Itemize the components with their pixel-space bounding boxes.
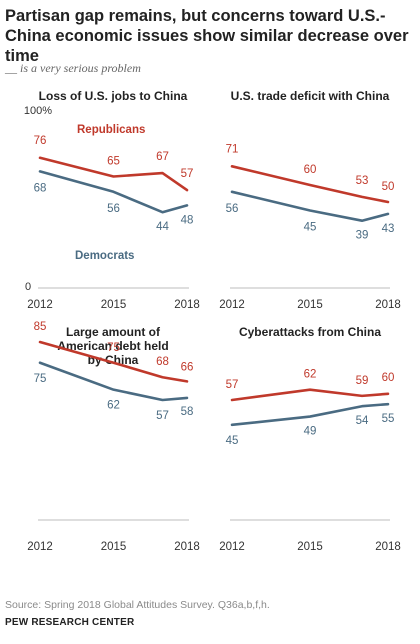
data-label: 56	[226, 203, 239, 215]
x-tick-label: 2015	[297, 541, 323, 553]
y-tick-label: 100%	[24, 105, 52, 117]
series-line-democrats	[38, 170, 189, 214]
x-tick-label: 2018	[375, 541, 401, 553]
data-label: 57	[156, 410, 169, 422]
data-label: 39	[356, 230, 369, 242]
x-tick-label: 2012	[219, 299, 245, 311]
panel-title: Large amount of American debt held by Chin…	[57, 325, 168, 367]
series-line-democrats	[230, 402, 390, 427]
data-label: 76	[34, 135, 47, 147]
data-label: 49	[304, 426, 317, 438]
panel-title: U.S. trade deficit with China	[231, 89, 390, 103]
x-tick-label: 2015	[101, 541, 127, 553]
data-label: 54	[356, 415, 369, 427]
data-label: 62	[107, 400, 120, 412]
data-label: 57	[226, 379, 239, 391]
data-label: 59	[356, 375, 369, 387]
series-label-democrats: Democrats	[75, 250, 134, 262]
data-label: 57	[181, 168, 194, 180]
series-line-democrats	[38, 361, 189, 402]
y-tick-label: 0	[25, 281, 31, 293]
data-label: 67	[156, 151, 169, 163]
chart-title: Partisan gap remains, but concerns towar…	[5, 7, 409, 65]
data-label: 45	[226, 435, 239, 447]
data-label: 60	[304, 164, 317, 176]
x-tick-label: 2015	[101, 299, 127, 311]
data-label: 56	[107, 203, 120, 215]
data-label: 53	[356, 175, 369, 187]
data-label: 55	[382, 413, 395, 425]
x-tick-label: 2015	[297, 299, 323, 311]
series-line-republicans	[230, 388, 390, 402]
data-label: 43	[382, 223, 395, 235]
x-tick-label: 2018	[174, 541, 200, 553]
data-label: 44	[156, 221, 169, 233]
series-label-republicans: Republicans	[77, 124, 145, 136]
data-label: 50	[382, 181, 395, 193]
charts-svg: Loss of U.S. jobs to China 2012 2015 2018 0 1…	[24, 89, 401, 553]
data-label: 65	[107, 156, 120, 168]
data-label: 66	[181, 361, 194, 373]
data-label: 60	[382, 372, 395, 384]
x-tick-label: 2012	[27, 541, 53, 553]
x-tick-label: 2012	[27, 299, 53, 311]
data-label: 45	[304, 222, 317, 234]
brand-label: PEW RESEARCH CENTER	[5, 617, 135, 628]
data-label: 48	[181, 214, 194, 226]
series-line-democrats	[230, 190, 390, 222]
series-line-republicans	[38, 340, 189, 383]
x-tick-label: 2012	[219, 541, 245, 553]
data-label: 85	[34, 321, 47, 333]
data-label: 58	[181, 406, 194, 418]
source-note: Source: Spring 2018 Global Attitudes Sur…	[5, 599, 270, 611]
chart-subtitle: __ is a very serious problem	[5, 61, 141, 75]
data-label: 75	[34, 373, 47, 385]
series-line-republicans	[38, 156, 189, 192]
data-label: 71	[226, 143, 239, 155]
small-multiples-area: Loss of U.S. jobs to China 2012 2015 2018 0 1…	[0, 80, 420, 570]
data-label: 62	[304, 369, 317, 381]
panel-title: Cyberattacks from China	[239, 325, 381, 339]
data-label: 68	[156, 356, 169, 368]
series-line-republicans	[230, 165, 390, 204]
panel-title: Loss of U.S. jobs to China	[39, 89, 188, 103]
x-tick-label: 2018	[174, 299, 200, 311]
x-tick-label: 2018	[375, 299, 401, 311]
data-label: 68	[34, 182, 47, 194]
data-label: 75	[107, 342, 120, 354]
